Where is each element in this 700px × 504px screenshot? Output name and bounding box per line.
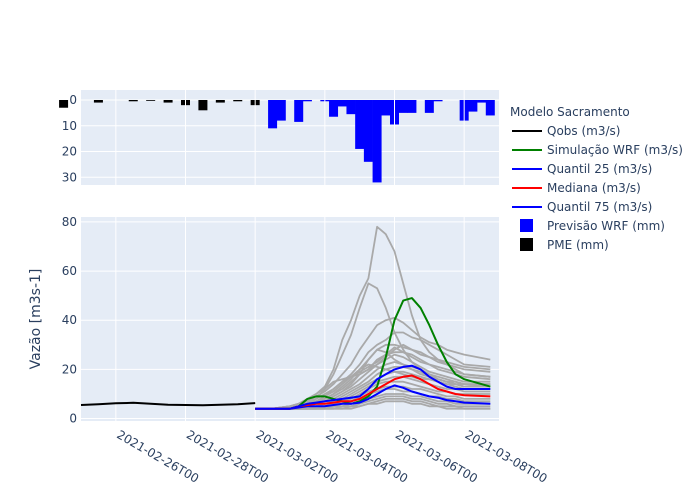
precip-bar [163, 100, 173, 103]
flow-y-tick-label: 0 [69, 412, 77, 426]
series-line-quantil-25-m3-s- [255, 384, 491, 410]
series-line-quantil-75-m3-s- [255, 364, 491, 410]
precip-bar [294, 100, 304, 122]
precip-bar [302, 100, 312, 102]
precip-y-tick-label: 0 [69, 93, 77, 107]
legend-entry-label: Quantil 75 (m3/s) [547, 200, 652, 214]
series-line-qobs-m3-s- [80, 401, 256, 407]
precip-bar [424, 100, 434, 113]
legend-entry-label: Simulação WRF (m3/s) [547, 143, 683, 157]
precip-bar [398, 100, 408, 113]
legend-entry-label: Quantil 25 (m3/s) [547, 162, 652, 176]
precip-bar [433, 100, 443, 102]
precip-bar [355, 100, 365, 149]
precip-bar [477, 100, 487, 103]
precip-bar [337, 100, 347, 107]
precip-bar [146, 100, 156, 101]
precip-bar [268, 100, 278, 129]
precip-bar [198, 100, 208, 111]
precip-bar [346, 100, 356, 115]
flow-y-tick-label: 40 [62, 313, 77, 327]
legend-square-swatch [520, 238, 533, 251]
precip-y-tick-label: 20 [62, 145, 77, 159]
precip-bar [381, 100, 391, 116]
legend-entry-label: Previsão WRF (mm) [547, 219, 665, 233]
legend-entry-label: PME (mm) [547, 238, 609, 252]
precip-bar [93, 100, 103, 103]
precip-bar [485, 100, 495, 116]
precip-plot-area [81, 90, 499, 185]
flow-y-tick-label: 20 [62, 362, 77, 376]
ensemble-member-line [255, 331, 491, 410]
precip-bar [128, 100, 138, 102]
precip-bar [329, 100, 339, 117]
ensemble-member-line [255, 400, 491, 410]
precip-bar [407, 100, 417, 113]
legend-entry-label: Mediana (m3/s) [547, 181, 641, 195]
precip-bar [363, 100, 373, 162]
precip-bar [59, 100, 69, 108]
precip-bar [215, 100, 225, 103]
precip-bar [372, 100, 382, 183]
legend-entry-label: Qobs (m3/s) [547, 124, 620, 138]
legend-square-swatch [520, 219, 533, 232]
precip-bar [468, 100, 478, 112]
flow-y-tick-label: 80 [62, 215, 77, 229]
precip-bar [233, 100, 243, 102]
legend-title: Modelo Sacramento [510, 105, 630, 119]
flow-y-tick-label: 60 [62, 264, 77, 278]
flow-y-axis-title: Vazão [m3s-1] [28, 269, 44, 370]
flow-plot-area [81, 217, 499, 421]
precip-bar [276, 100, 286, 121]
precip-y-tick-label: 30 [62, 170, 77, 184]
precip-y-tick-label: 10 [62, 119, 77, 133]
